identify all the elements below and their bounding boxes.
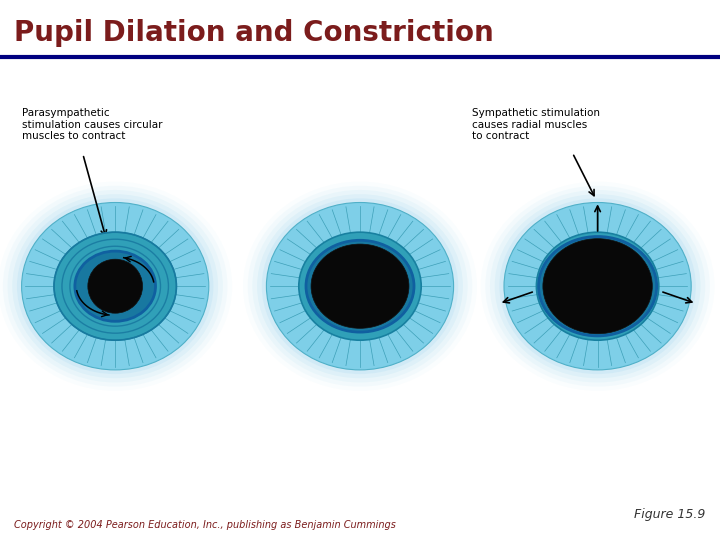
Ellipse shape (8, 190, 223, 382)
Ellipse shape (504, 202, 691, 370)
Ellipse shape (54, 232, 176, 340)
Ellipse shape (539, 237, 657, 336)
Ellipse shape (500, 198, 696, 374)
Ellipse shape (17, 198, 214, 374)
Ellipse shape (75, 251, 156, 321)
Ellipse shape (266, 202, 454, 370)
Ellipse shape (22, 202, 209, 370)
Text: Figure 15.9: Figure 15.9 (634, 508, 706, 521)
Ellipse shape (12, 194, 218, 379)
Ellipse shape (536, 232, 659, 340)
Ellipse shape (299, 232, 421, 340)
Ellipse shape (311, 244, 409, 328)
Ellipse shape (306, 240, 414, 332)
Ellipse shape (3, 186, 228, 387)
Text: Parasympathetic
stimulation causes circular
muscles to contract: Parasympathetic stimulation causes circu… (22, 108, 162, 141)
Text: Copyright © 2004 Pearson Education, Inc., publishing as Benjamin Cummings: Copyright © 2004 Pearson Education, Inc.… (14, 520, 396, 530)
Text: Sympathetic stimulation
causes radial muscles
to contract: Sympathetic stimulation causes radial mu… (472, 108, 600, 141)
Ellipse shape (257, 194, 463, 379)
Ellipse shape (495, 194, 701, 379)
Ellipse shape (88, 259, 143, 313)
Ellipse shape (266, 202, 454, 370)
Ellipse shape (504, 202, 691, 370)
Text: Pupil Dilation and Constriction: Pupil Dilation and Constriction (14, 19, 494, 47)
Ellipse shape (485, 186, 710, 387)
Ellipse shape (248, 186, 472, 387)
Ellipse shape (262, 198, 458, 374)
Ellipse shape (253, 190, 468, 382)
Ellipse shape (22, 202, 209, 370)
Ellipse shape (543, 239, 652, 334)
Ellipse shape (490, 190, 706, 382)
